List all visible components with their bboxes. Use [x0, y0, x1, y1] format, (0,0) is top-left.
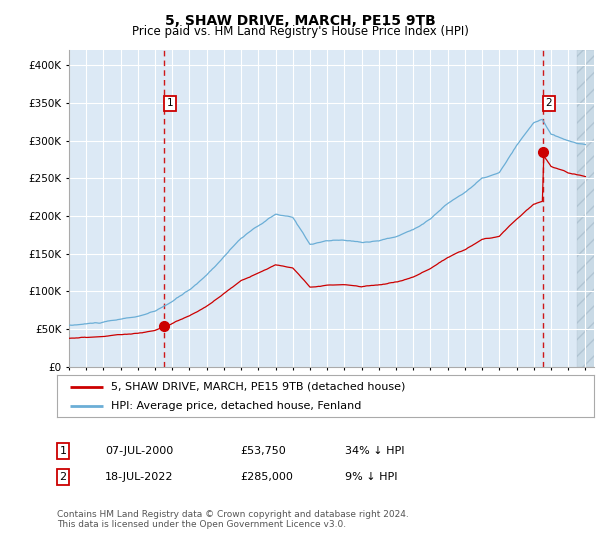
Bar [577, 50, 600, 367]
Text: Price paid vs. HM Land Registry's House Price Index (HPI): Price paid vs. HM Land Registry's House … [131, 25, 469, 38]
Text: 5, SHAW DRIVE, MARCH, PE15 9TB (detached house): 5, SHAW DRIVE, MARCH, PE15 9TB (detached… [111, 381, 405, 391]
Text: 2: 2 [545, 98, 552, 108]
Text: HPI: Average price, detached house, Fenland: HPI: Average price, detached house, Fenl… [111, 401, 361, 411]
Text: 1: 1 [167, 98, 173, 108]
Text: 07-JUL-2000: 07-JUL-2000 [105, 446, 173, 456]
Text: Contains HM Land Registry data © Crown copyright and database right 2024.
This d: Contains HM Land Registry data © Crown c… [57, 510, 409, 529]
Text: 1: 1 [59, 446, 67, 456]
Text: 5, SHAW DRIVE, MARCH, PE15 9TB: 5, SHAW DRIVE, MARCH, PE15 9TB [164, 14, 436, 28]
Text: £53,750: £53,750 [240, 446, 286, 456]
Text: £285,000: £285,000 [240, 472, 293, 482]
Text: 2: 2 [59, 472, 67, 482]
Text: 9% ↓ HPI: 9% ↓ HPI [345, 472, 398, 482]
Text: 18-JUL-2022: 18-JUL-2022 [105, 472, 173, 482]
Text: 34% ↓ HPI: 34% ↓ HPI [345, 446, 404, 456]
